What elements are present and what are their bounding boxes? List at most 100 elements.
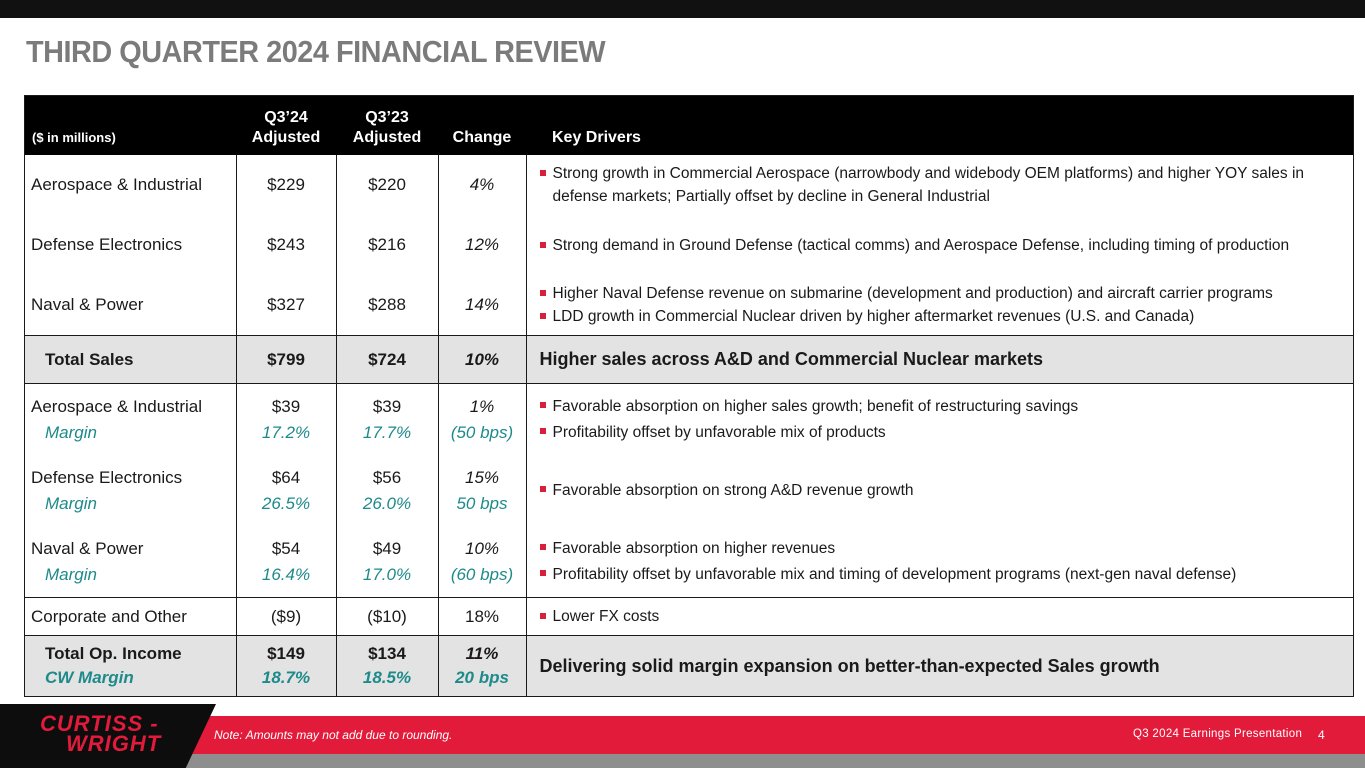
header-q323-period: Q3’23 bbox=[365, 109, 409, 126]
margin-label: Margin bbox=[45, 564, 97, 584]
driver-bullet: Favorable absorption on strong A&D reven… bbox=[539, 478, 1355, 504]
presentation-name: Q3 2024 Earnings Presentation bbox=[1133, 728, 1303, 740]
key-drivers: Favorable absorption on higher revenues … bbox=[525, 526, 1355, 598]
top-bar bbox=[0, 0, 1365, 18]
change-value: 18% bbox=[437, 597, 526, 636]
change-value: 10% bbox=[464, 538, 500, 558]
q324-value: $39 bbox=[271, 396, 301, 416]
segment-name: Aerospace & Industrial bbox=[31, 396, 203, 416]
q323-value: $216 bbox=[335, 215, 438, 275]
margin-change: 50 bps bbox=[456, 493, 508, 513]
q323-margin: 18.5% bbox=[362, 668, 412, 687]
change-value: 15% bbox=[464, 467, 500, 487]
segment-name: Naval & Power bbox=[31, 538, 144, 558]
q324-margin: 26.5% bbox=[261, 493, 311, 513]
margin-label: Margin bbox=[45, 493, 97, 513]
q324-margin: 16.4% bbox=[261, 564, 311, 584]
change-value: 4% bbox=[437, 155, 526, 215]
segment-name: Corporate and Other bbox=[24, 597, 236, 636]
segment-name: Defense Electronics bbox=[31, 467, 183, 487]
key-drivers: Favorable absorption on strong A&D reven… bbox=[525, 455, 1355, 526]
q323-margin: 17.0% bbox=[362, 564, 412, 584]
q323-value: $56 bbox=[372, 467, 402, 487]
q324-margin: 18.7% bbox=[261, 668, 311, 687]
key-drivers: Strong demand in Ground Defense (tactica… bbox=[525, 215, 1355, 275]
key-drivers: Favorable absorption on higher sales gro… bbox=[525, 383, 1355, 455]
driver-bullet: Strong growth in Commercial Aerospace (n… bbox=[539, 162, 1355, 208]
change-value: 12% bbox=[437, 215, 526, 275]
financial-review-table: ($ in millions) Q3’24 Adjusted Q3’23 Adj… bbox=[24, 95, 1354, 696]
q323-value: $724 bbox=[335, 335, 438, 384]
change-value: 10% bbox=[437, 335, 526, 384]
logo-background bbox=[0, 704, 216, 768]
header-q323-basis: Adjusted bbox=[352, 129, 422, 146]
logo-line-1: CURTISS - bbox=[40, 711, 159, 736]
table-row: Naval & Power Margin $54 16.4% $49 17.0%… bbox=[24, 526, 1354, 598]
corporate-row: Corporate and Other ($9) ($10) 18% Lower… bbox=[24, 597, 1355, 636]
cw-margin-label: CW Margin bbox=[45, 668, 134, 687]
table-header-row: ($ in millions) Q3’24 Adjusted Q3’23 Adj… bbox=[24, 95, 1354, 155]
driver-bullet: Favorable absorption on higher sales gro… bbox=[539, 394, 1355, 420]
table-row: Aerospace & Industrial Margin $39 17.2% … bbox=[24, 383, 1355, 455]
table-row: Naval & Power $327 $288 14% Higher Naval… bbox=[24, 275, 1354, 336]
q324-value: $54 bbox=[271, 538, 301, 558]
driver-bullet: Strong demand in Ground Defense (tactica… bbox=[539, 234, 1355, 257]
driver-bullet: LDD growth in Commercial Nuclear driven … bbox=[539, 305, 1355, 328]
header-q323: Q3’23 Adjusted bbox=[336, 95, 438, 155]
q324-value: $799 bbox=[235, 335, 336, 384]
table-row: Aerospace & Industrial $229 $220 4% Stro… bbox=[24, 155, 1354, 215]
q323-value: $220 bbox=[335, 155, 438, 215]
header-units: ($ in millions) bbox=[32, 130, 116, 145]
q324-value: $149 bbox=[267, 644, 305, 663]
margin-change: (60 bps) bbox=[450, 564, 514, 584]
driver-bullet: Favorable absorption on higher revenues bbox=[539, 536, 1355, 562]
header-q324: Q3’24 Adjusted bbox=[236, 95, 336, 155]
driver-bullet: Lower FX costs bbox=[539, 605, 1355, 628]
page-title: THIRD QUARTER 2024 FINANCIAL REVIEW bbox=[26, 34, 606, 69]
footnote: Note: Amounts may not add due to roundin… bbox=[214, 728, 453, 742]
segment-name: Aerospace & Industrial bbox=[31, 175, 203, 194]
change-value: 14% bbox=[437, 275, 526, 336]
q324-value: $243 bbox=[235, 215, 336, 275]
q324-value: $64 bbox=[271, 467, 301, 487]
q323-value: ($10) bbox=[335, 597, 438, 636]
q323-value: $39 bbox=[372, 396, 402, 416]
q323-value: $49 bbox=[372, 538, 402, 558]
driver-bullet: Profitability offset by unfavorable mix … bbox=[539, 420, 1355, 446]
key-drivers: Lower FX costs bbox=[525, 597, 1355, 636]
table-row: Defense Electronics $243 $216 12% Strong… bbox=[24, 215, 1354, 275]
margin-label: Margin bbox=[45, 422, 97, 442]
key-drivers: Higher Naval Defense revenue on submarin… bbox=[525, 275, 1355, 336]
segment-name: Naval & Power bbox=[31, 295, 144, 314]
key-drivers: Strong growth in Commercial Aerospace (n… bbox=[525, 155, 1355, 215]
table-row: Defense Electronics Margin $64 26.5% $56… bbox=[24, 455, 1354, 526]
total-sales-label: Total Sales bbox=[45, 349, 134, 369]
change-value: 11% bbox=[465, 644, 499, 663]
footer-stripe bbox=[0, 754, 1365, 768]
page-number: 4 bbox=[1318, 728, 1325, 742]
total-op-income-label: Total Op. Income bbox=[45, 644, 182, 663]
total-op-income-row: Total Op. Income CW Margin $149 18.7% $1… bbox=[24, 635, 1354, 696]
header-key-drivers: Key Drivers bbox=[552, 129, 641, 146]
footer-bar bbox=[0, 716, 1365, 754]
change-value: 1% bbox=[469, 396, 495, 416]
curtiss-wright-logo: CURTISS - WRIGHT bbox=[40, 711, 162, 756]
total-sales-driver: Higher sales across A&D and Commercial N… bbox=[525, 335, 1354, 384]
total-sales-row: Total Sales $799 $724 10% Higher sales a… bbox=[24, 335, 1354, 384]
header-q324-period: Q3’24 bbox=[264, 109, 308, 126]
logo-line-2: WRIGHT bbox=[66, 731, 162, 756]
total-op-income-driver: Delivering solid margin expansion on bet… bbox=[525, 635, 1354, 696]
segment-name: Defense Electronics bbox=[31, 235, 183, 254]
q323-margin: 26.0% bbox=[362, 493, 412, 513]
q324-value: $327 bbox=[235, 275, 336, 336]
margin-change: 20 bps bbox=[455, 668, 509, 687]
margin-change: (50 bps) bbox=[450, 422, 514, 442]
driver-bullet: Higher Naval Defense revenue on submarin… bbox=[539, 282, 1355, 305]
header-change: Change bbox=[452, 129, 512, 146]
q323-value: $288 bbox=[335, 275, 438, 336]
q324-margin: 17.2% bbox=[261, 422, 311, 442]
q323-margin: 17.7% bbox=[362, 422, 412, 442]
header-q324-basis: Adjusted bbox=[251, 129, 321, 146]
q323-value: $134 bbox=[368, 644, 406, 663]
driver-bullet: Profitability offset by unfavorable mix … bbox=[539, 562, 1355, 588]
